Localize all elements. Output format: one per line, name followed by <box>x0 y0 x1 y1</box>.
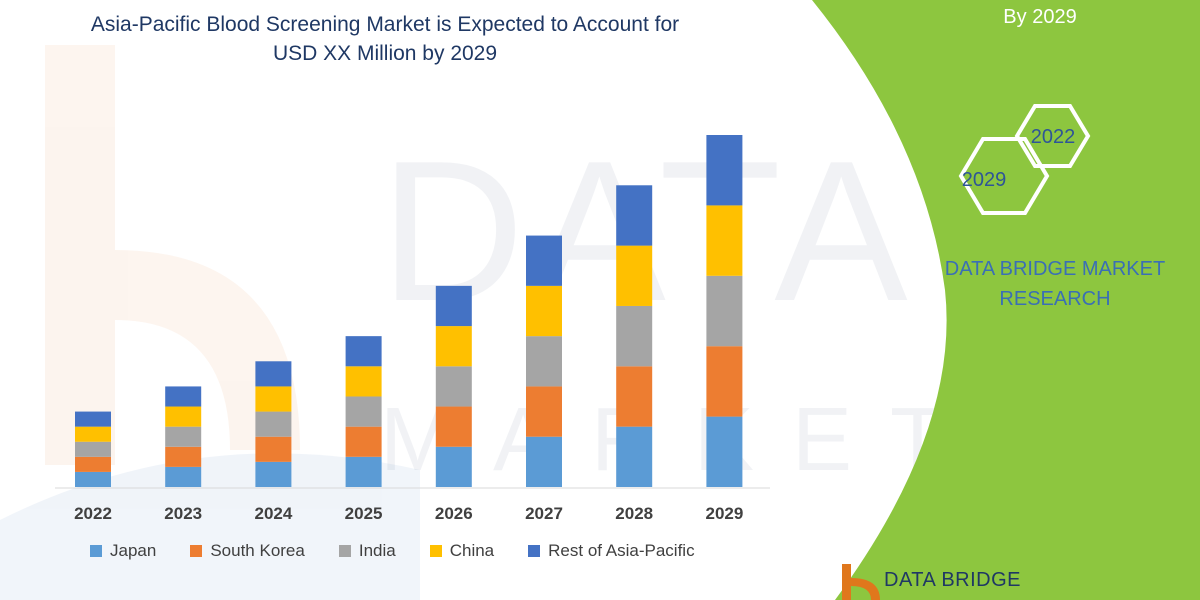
bar-segment-2027-china <box>526 285 562 337</box>
bar-segment-2028-japan <box>616 426 653 487</box>
legend-item-india: India <box>338 541 396 561</box>
legend-label-japan: Japan <box>110 541 157 560</box>
chart-title-line2: USD XX Million by 2029 <box>272 42 498 65</box>
legend-swatch-south-korea <box>190 545 203 557</box>
panel-top-text: By 2029 <box>1003 6 1077 28</box>
green-side-panel <box>812 0 1200 600</box>
bar-segment-2028-rest-of-asia-pacific <box>616 185 653 246</box>
bar-segment-2024-china <box>255 386 292 412</box>
legend-label-india: India <box>358 541 396 560</box>
bar-segment-2022-south-korea <box>75 456 111 472</box>
legend-swatch-china <box>429 545 442 557</box>
legend-item-japan: Japan <box>90 541 156 561</box>
brand-name-line1: DATA BRIDGE MARKET <box>944 258 1166 280</box>
chart-legend: Japan South Korea India China Rest of Asia-P… <box>90 540 729 562</box>
bottom-logo-icon <box>842 564 880 600</box>
bar-segment-2029-south-korea <box>706 346 743 417</box>
bar-segment-2025-japan <box>345 456 382 487</box>
bar-segment-2025-india <box>345 396 382 427</box>
bar-segment-2029-china <box>706 205 743 276</box>
bar-segment-2027-india <box>526 336 562 387</box>
x-tick-label-2029: 2029 <box>705 504 743 523</box>
x-tick-label-2026: 2026 <box>435 504 473 523</box>
x-tick-label-2028: 2028 <box>615 504 653 523</box>
bar-segment-2022-rest-of-asia-pacific <box>75 411 111 427</box>
legend-item-rest-of-asia-pacific: Rest of Asia-Pacific <box>528 541 695 561</box>
legend-item-china: China <box>429 541 495 561</box>
x-tick-label-2024: 2024 <box>254 504 292 523</box>
bar-segment-2026-south-korea <box>435 406 472 447</box>
bar-segment-2023-japan <box>165 466 202 487</box>
bar-segment-2025-china <box>345 366 382 397</box>
bar-segment-2027-rest-of-asia-pacific <box>526 235 562 286</box>
brand-name-line2: RESEARCH <box>999 288 1111 310</box>
hexagon-2029-icon <box>958 137 1050 215</box>
bar-segment-2026-china <box>435 326 472 367</box>
x-tick-label-2022: 2022 <box>74 504 112 523</box>
bar-segment-2026-japan <box>435 446 472 487</box>
legend-label-china: China <box>449 541 495 560</box>
bar-segment-2026-india <box>435 366 472 407</box>
legend-label-south-korea: South Korea <box>210 541 305 560</box>
bar-segment-2023-south-korea <box>165 446 202 467</box>
x-tick-label-2023: 2023 <box>164 504 202 523</box>
bar-segment-2029-rest-of-asia-pacific <box>706 135 743 206</box>
bar-segment-2028-china <box>616 245 653 306</box>
x-tick-label-2027: 2027 <box>525 504 563 523</box>
bar-segment-2025-south-korea <box>345 426 382 457</box>
chart-title: Asia-Pacific Blood Screening Market is E… <box>40 10 730 68</box>
legend-swatch-rest-of-asia-pacific <box>528 545 541 557</box>
legend-swatch-japan <box>90 545 102 557</box>
hex-label-2022: 2022 <box>1030 126 1076 148</box>
bar-segment-2024-rest-of-asia-pacific <box>255 361 292 387</box>
bar-segment-2024-japan <box>255 461 292 487</box>
bar-segment-2028-india <box>616 305 653 367</box>
bar-segment-2028-south-korea <box>616 366 653 427</box>
bar-segment-2022-india <box>75 441 111 457</box>
bar-segment-2023-rest-of-asia-pacific <box>165 386 202 407</box>
bar-segment-2025-rest-of-asia-pacific <box>345 336 382 367</box>
hex-label-2029: 2029 <box>961 169 1007 191</box>
bar-segment-2022-japan <box>75 471 111 487</box>
bar-segment-2023-china <box>165 406 202 427</box>
legend-label-rest-of-asia-pacific: Rest of Asia-Pacific <box>548 541 695 560</box>
watermark-logo <box>0 45 420 600</box>
hexagon-2022-icon <box>1014 104 1091 168</box>
bar-segment-2022-china <box>75 426 111 442</box>
bar-segment-2023-india <box>165 426 202 447</box>
bar-segment-2026-rest-of-asia-pacific <box>435 285 472 327</box>
chart-title-line1: Asia-Pacific Blood Screening Market is E… <box>90 13 680 36</box>
bar-segment-2024-south-korea <box>255 436 292 462</box>
brand-name: DATA BRIDGE MARKET RESEARCH <box>925 254 1185 314</box>
stacked-bar-chart: 2022 2023 2024 2025 2026 2027 2028 2029 <box>55 135 770 523</box>
bar-segment-2027-japan <box>526 436 562 487</box>
legend-swatch-india <box>338 545 351 557</box>
bar-segment-2027-south-korea <box>526 386 562 437</box>
bottom-logo-text: DATA BRIDGE <box>884 569 1022 591</box>
bar-segment-2024-india <box>255 411 292 437</box>
legend-item-south-korea: South Korea <box>190 541 305 561</box>
x-tick-label-2025: 2025 <box>345 504 383 523</box>
bar-segment-2029-india <box>706 275 743 347</box>
bar-segment-2029-japan <box>706 416 743 487</box>
